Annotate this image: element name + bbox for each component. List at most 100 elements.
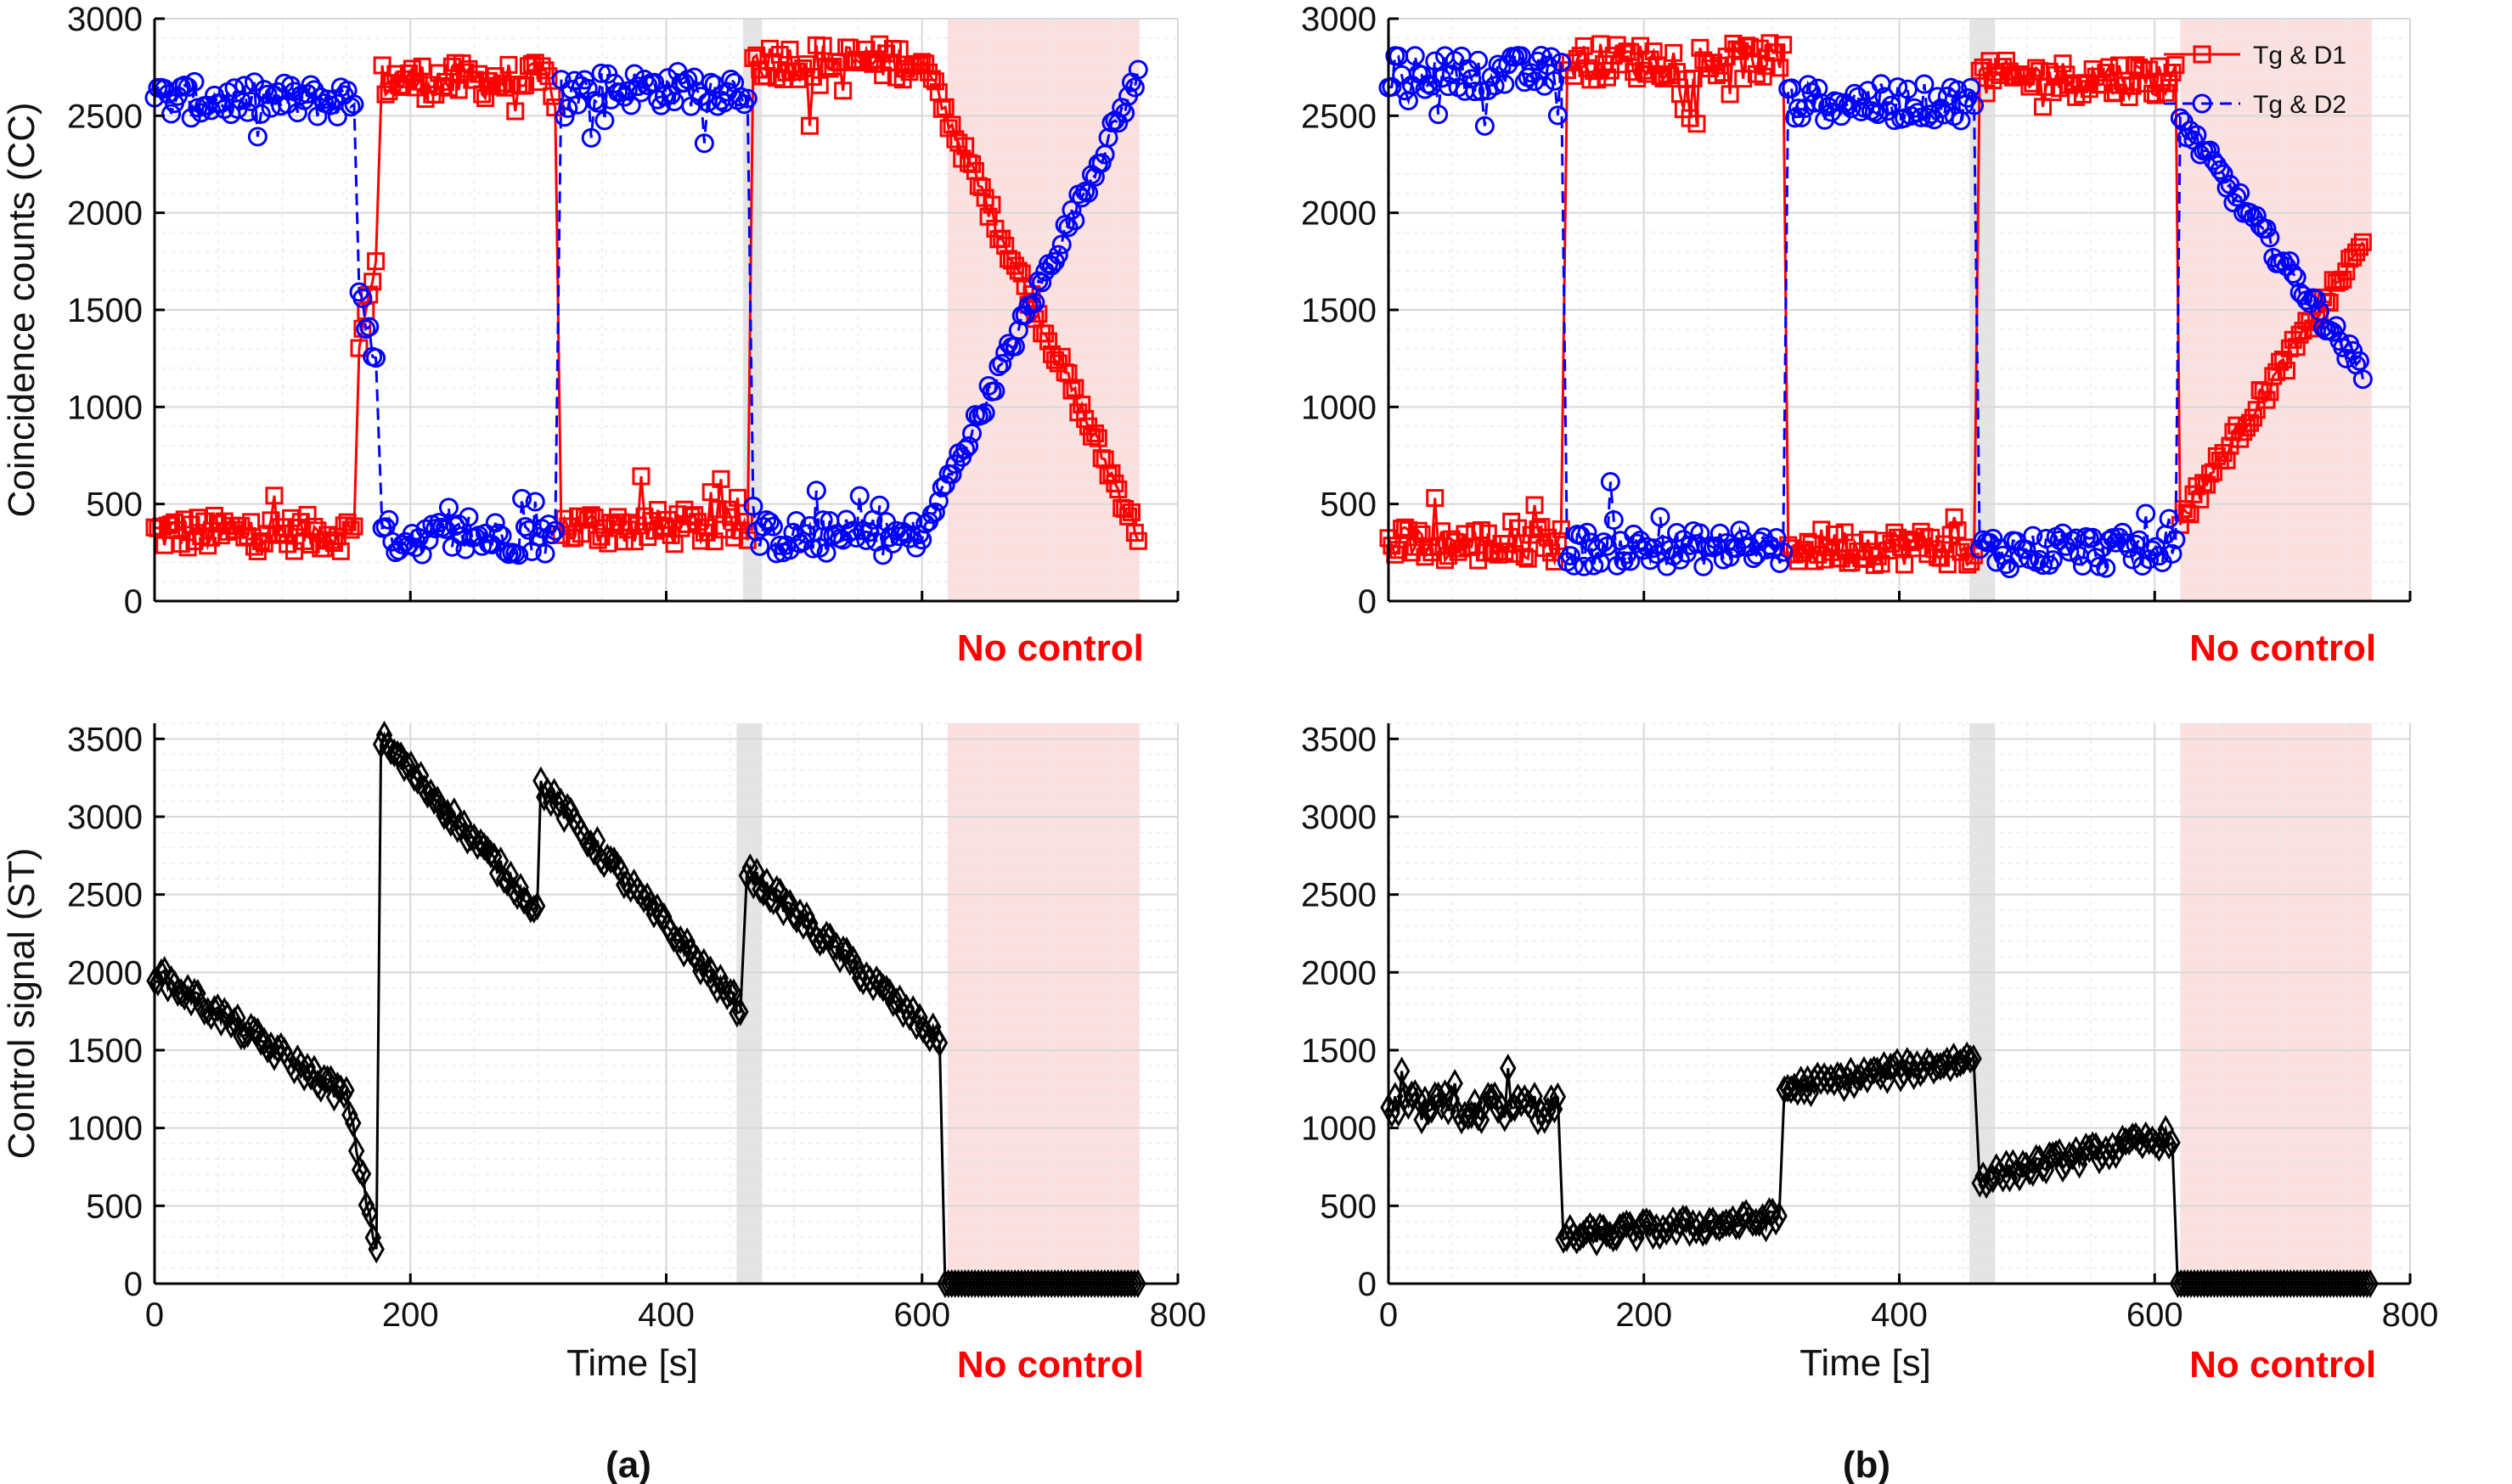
data-point bbox=[1122, 503, 1141, 521]
data-point bbox=[921, 1023, 938, 1053]
data-point bbox=[701, 483, 720, 502]
data-point bbox=[528, 891, 546, 921]
data-point bbox=[955, 439, 976, 459]
data-point bbox=[1948, 521, 1967, 540]
data-point bbox=[961, 423, 982, 443]
data-point bbox=[516, 76, 535, 94]
data-point bbox=[2213, 164, 2233, 184]
data-point bbox=[2353, 233, 2372, 251]
data-point bbox=[350, 339, 369, 357]
data-point bbox=[928, 491, 949, 511]
data-point bbox=[1012, 264, 1031, 283]
data-point bbox=[526, 894, 543, 924]
legend: Tg & D1 Tg & D2 bbox=[2164, 42, 2346, 119]
data-point bbox=[1525, 496, 1544, 514]
data-point bbox=[2160, 1130, 2177, 1160]
data-point bbox=[588, 93, 608, 113]
data-point bbox=[581, 127, 601, 148]
data-point bbox=[1495, 74, 1515, 94]
data-point bbox=[1734, 70, 1753, 88]
data-point bbox=[624, 64, 645, 84]
data-point bbox=[1892, 1063, 1909, 1093]
data-point bbox=[1748, 1207, 1765, 1237]
data-point bbox=[1882, 1052, 1900, 1082]
data-point bbox=[816, 542, 836, 563]
data-point bbox=[2260, 228, 2280, 248]
data-point bbox=[301, 75, 321, 95]
y-tick-label: 2000 bbox=[67, 195, 143, 233]
y-tick-label: 3500 bbox=[1301, 721, 1377, 758]
data-point bbox=[498, 868, 516, 897]
data-point bbox=[1902, 1050, 1919, 1080]
data-point bbox=[1466, 1088, 1484, 1117]
data-point bbox=[2306, 289, 2327, 310]
data-point bbox=[1101, 112, 1122, 132]
data-point bbox=[1587, 539, 1608, 559]
x-tick-label: 400 bbox=[638, 1296, 695, 1334]
data-point bbox=[1529, 1106, 1546, 1136]
data-point bbox=[1618, 1209, 1636, 1239]
data-point bbox=[1767, 1206, 1784, 1236]
x-tick-label: 600 bbox=[2126, 1296, 2183, 1334]
data-point bbox=[488, 523, 509, 543]
data-point bbox=[814, 37, 832, 55]
y-tick-label: 1500 bbox=[1301, 1032, 1377, 1070]
y-tick-label: 1000 bbox=[67, 1110, 143, 1148]
data-point bbox=[924, 1012, 942, 1042]
legend-marker bbox=[2193, 45, 2211, 64]
data-point bbox=[1577, 522, 1597, 542]
data-point bbox=[1515, 548, 1534, 566]
y-tick-label: 1000 bbox=[67, 389, 143, 426]
data-point bbox=[1969, 539, 1990, 559]
data-point bbox=[2227, 187, 2247, 207]
data-point bbox=[2256, 218, 2277, 239]
data-point bbox=[712, 469, 730, 488]
data-point bbox=[654, 86, 674, 106]
data-point bbox=[705, 532, 724, 551]
data-point bbox=[1651, 1221, 1669, 1251]
data-point bbox=[1771, 1201, 1788, 1231]
y-axis-title: Control signal (ST) bbox=[1, 848, 42, 1160]
data-point bbox=[1426, 489, 1445, 508]
data-point bbox=[1129, 531, 1147, 550]
data-point bbox=[2247, 401, 2266, 419]
data-point bbox=[774, 897, 792, 927]
data-point bbox=[522, 54, 541, 73]
data-point bbox=[732, 997, 749, 1026]
no-control-band bbox=[947, 723, 1140, 1284]
data-point bbox=[714, 93, 735, 113]
data-point bbox=[2350, 238, 2368, 256]
data-point bbox=[1862, 1057, 1879, 1087]
data-point bbox=[1449, 542, 1467, 561]
data-point bbox=[1468, 50, 1489, 70]
data-point bbox=[911, 1003, 928, 1032]
data-point bbox=[2177, 503, 2196, 522]
data-point bbox=[935, 475, 955, 495]
data-point bbox=[750, 536, 770, 556]
data-point bbox=[1560, 546, 1580, 566]
data-point bbox=[594, 110, 615, 131]
data-point bbox=[482, 839, 499, 868]
data-point bbox=[1842, 1056, 1860, 1086]
data-point bbox=[1978, 1170, 1995, 1200]
data-point bbox=[1945, 508, 1963, 526]
data-point bbox=[1997, 1150, 2015, 1179]
data-point bbox=[506, 102, 525, 121]
data-point bbox=[1932, 1052, 1949, 1082]
y-tick-label: 2500 bbox=[1301, 877, 1377, 914]
data-point bbox=[327, 106, 347, 126]
data-point bbox=[1938, 555, 1957, 574]
data-point bbox=[1465, 82, 1485, 102]
data-point bbox=[2120, 87, 2138, 106]
data-point bbox=[308, 521, 327, 540]
data-point bbox=[729, 998, 746, 1028]
data-point bbox=[2033, 555, 2053, 576]
data-point bbox=[2129, 530, 2149, 550]
data-point bbox=[1429, 1081, 1447, 1110]
data-point bbox=[1446, 1069, 1463, 1099]
data-point bbox=[890, 40, 909, 59]
data-point bbox=[558, 98, 578, 118]
data-point bbox=[599, 534, 617, 553]
data-point bbox=[1750, 39, 1769, 58]
data-point bbox=[449, 81, 468, 99]
